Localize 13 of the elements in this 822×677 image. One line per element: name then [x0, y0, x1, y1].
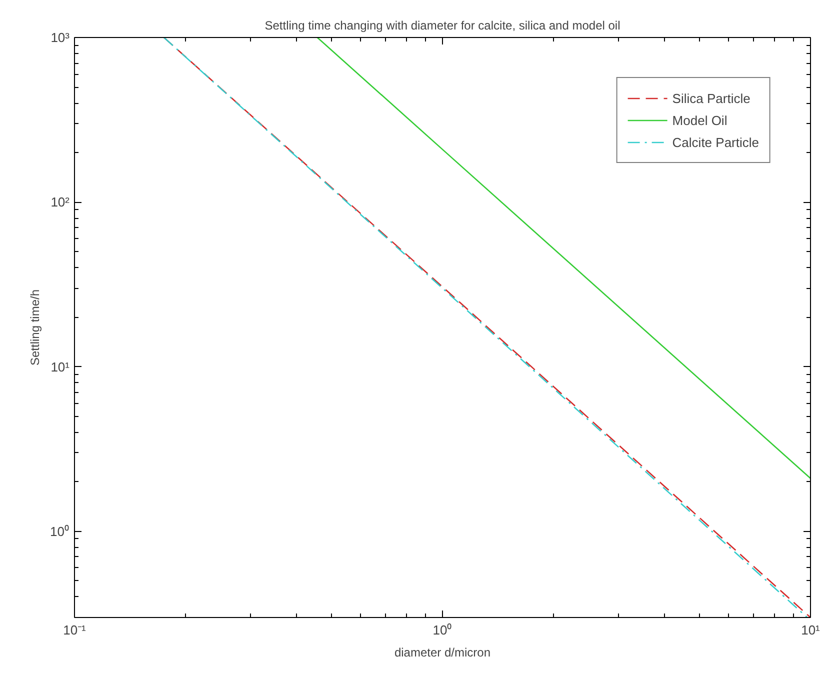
y-tick-label: 10³ [50, 30, 70, 45]
y-tick-label: 10⁰ [50, 524, 70, 539]
legend-label: Silica Particle [672, 90, 750, 106]
x-tick-label: 10⁻¹ [63, 622, 87, 638]
y-axis-title: Settling time/h [28, 289, 42, 366]
x-tick-label: 10¹ [801, 622, 821, 638]
x-axis-title: diameter d/micron [394, 646, 491, 660]
legend-label: Calcite Particle [672, 134, 759, 150]
y-tick-label: 10¹ [50, 359, 70, 374]
x-tick-label: 10⁰ [432, 622, 452, 638]
legend-label: Model Oil [672, 112, 728, 128]
y-tick-label: 10² [50, 194, 70, 210]
chart-title: Settling time changing with diameter for calcite, silica and model oil [264, 18, 620, 32]
